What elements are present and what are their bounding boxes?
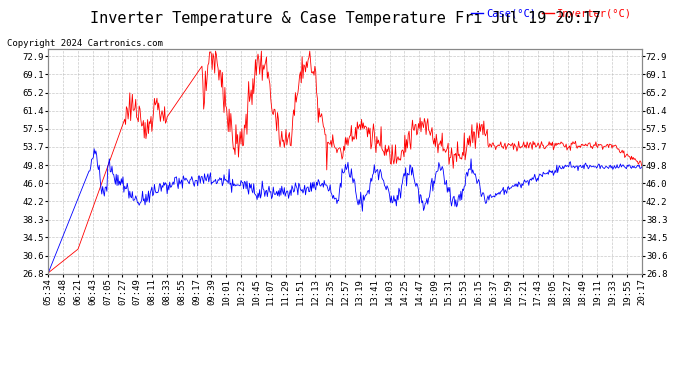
Text: Copyright 2024 Cartronics.com: Copyright 2024 Cartronics.com: [7, 39, 163, 48]
Text: Inverter Temperature & Case Temperature Fri Jul 19 20:17: Inverter Temperature & Case Temperature …: [90, 11, 600, 26]
Legend: Case(°C), Inverter(°C): Case(°C), Inverter(°C): [466, 4, 636, 23]
